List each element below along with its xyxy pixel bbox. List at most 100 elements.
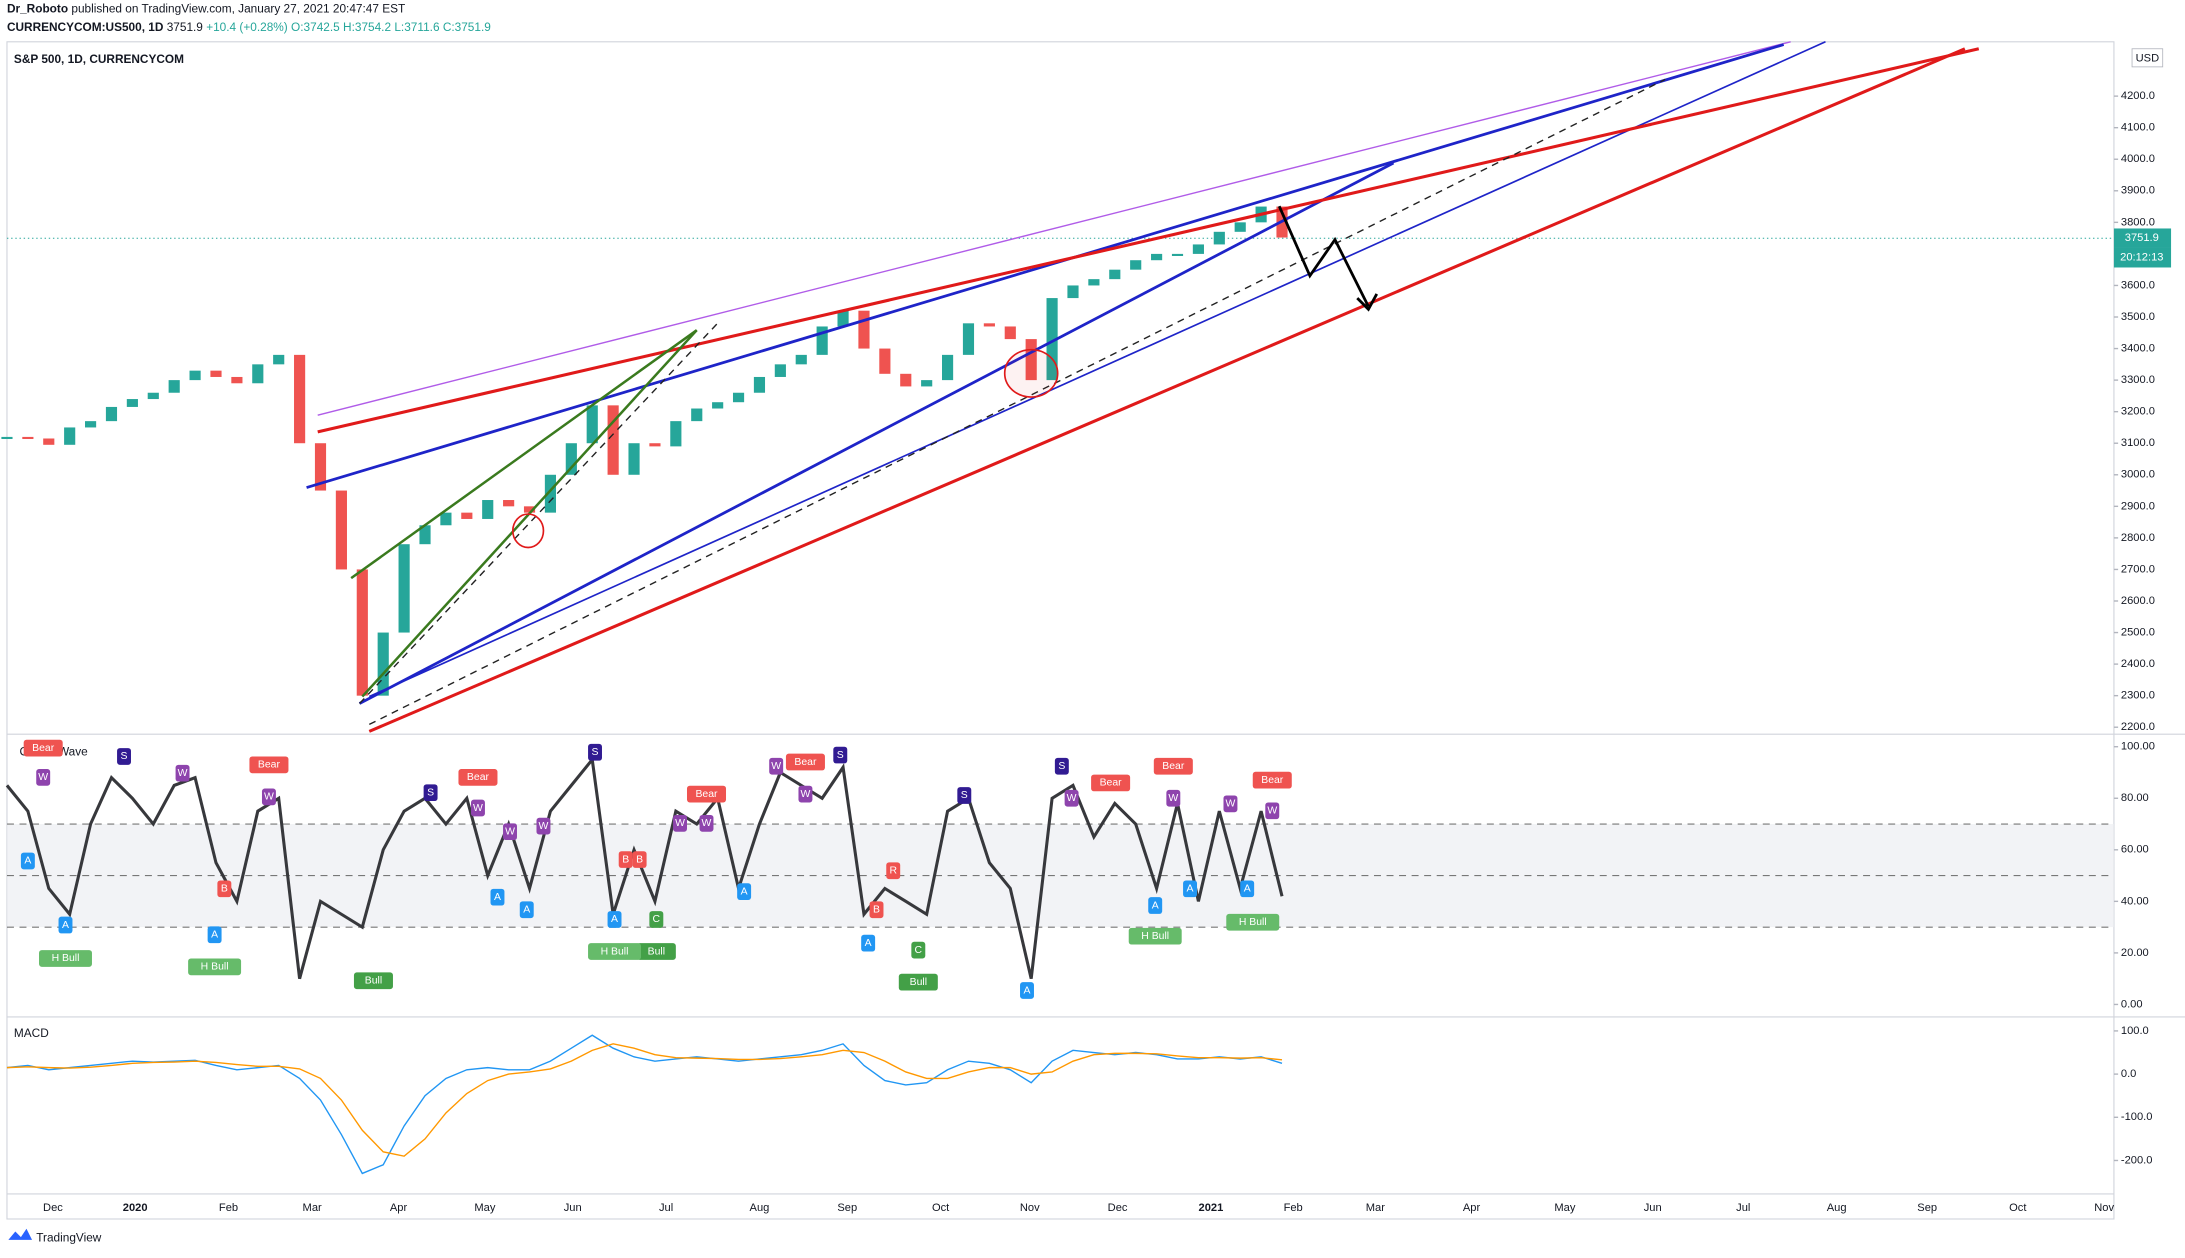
candle bbox=[189, 370, 201, 381]
candle bbox=[1234, 222, 1246, 232]
signal-label: A bbox=[1152, 900, 1159, 911]
candle bbox=[377, 632, 389, 696]
signal-badge bbox=[699, 814, 714, 832]
signal-label: W bbox=[702, 818, 712, 829]
candle bbox=[1192, 244, 1204, 254]
y-tick-label: 3800.0 bbox=[2121, 216, 2155, 228]
signal-badge bbox=[1240, 880, 1255, 898]
x-tick-label: Aug bbox=[1827, 1202, 1847, 1214]
y-tick-label: 4100.0 bbox=[2121, 122, 2155, 134]
x-tick-label: Jun bbox=[564, 1202, 582, 1214]
y-tick-label: 3600.0 bbox=[2121, 279, 2155, 291]
candle bbox=[774, 364, 786, 377]
candle bbox=[64, 427, 76, 445]
signal-badge bbox=[588, 743, 602, 761]
price-tag bbox=[2113, 228, 2172, 248]
x-tick-label: Jun bbox=[1644, 1202, 1662, 1214]
signal-badge bbox=[649, 911, 664, 928]
close: C:3751.9 bbox=[443, 20, 491, 34]
signal-badge bbox=[519, 901, 534, 919]
signal-label: C bbox=[915, 945, 923, 956]
macd-line bbox=[6, 1043, 1283, 1157]
signal-label: Bear bbox=[258, 760, 281, 771]
signal-badge bbox=[886, 862, 901, 880]
signal-label: Bear bbox=[467, 772, 490, 783]
y-tick-label: -200.0 bbox=[2121, 1154, 2153, 1166]
candle bbox=[628, 443, 640, 475]
signal-badge bbox=[1128, 927, 1182, 945]
arrow-head bbox=[1356, 293, 1378, 312]
signal-label: W bbox=[264, 792, 274, 803]
low: L:3711.6 bbox=[394, 20, 440, 34]
y-tick-label: 100.00 bbox=[2121, 741, 2155, 753]
pane-title: S&P 500, 1D, CURRENCYCOM bbox=[14, 52, 184, 66]
signal-badge bbox=[1054, 757, 1069, 775]
y-tick-label: 2600.0 bbox=[2121, 595, 2155, 607]
candle bbox=[440, 512, 452, 526]
candle bbox=[983, 323, 995, 327]
signal-label: W bbox=[1267, 806, 1277, 817]
signal-label: A bbox=[1187, 884, 1194, 895]
signal-badge bbox=[503, 823, 517, 841]
signal-badge bbox=[607, 911, 622, 928]
signal-label: A bbox=[24, 856, 31, 867]
trend-line bbox=[368, 47, 1966, 733]
signal-label: W bbox=[539, 821, 549, 832]
symbol: CURRENCYCOM:US500, 1D bbox=[7, 20, 164, 34]
logo bbox=[8, 1228, 33, 1240]
signal-badge bbox=[1148, 897, 1163, 914]
candle bbox=[962, 323, 975, 355]
signal-label: Bull bbox=[648, 946, 665, 957]
signal-label: H Bull bbox=[1141, 931, 1169, 942]
x-tick-label: 2020 bbox=[123, 1202, 148, 1214]
y-tick-label: 40.00 bbox=[2121, 895, 2149, 907]
candle bbox=[1213, 231, 1225, 245]
signal-label: B bbox=[873, 904, 880, 915]
candle bbox=[168, 380, 180, 393]
candle bbox=[837, 310, 849, 327]
signal-label: Bull bbox=[910, 977, 927, 988]
currency-box bbox=[2131, 48, 2164, 68]
signal-badge bbox=[898, 973, 938, 991]
candle bbox=[732, 392, 745, 403]
signal-badge bbox=[686, 785, 727, 803]
y-tick-label: 60.00 bbox=[2121, 844, 2149, 856]
signal-badge bbox=[618, 851, 633, 868]
signal-badge bbox=[1020, 982, 1034, 999]
signal-label: H Bull bbox=[1239, 917, 1267, 928]
y-tick-label: 3400.0 bbox=[2121, 343, 2155, 355]
signal-label: H Bull bbox=[52, 953, 80, 964]
countdown-tag bbox=[2113, 247, 2172, 268]
candle bbox=[1088, 279, 1100, 286]
signal-label: Bear bbox=[32, 743, 55, 754]
signal-label: W bbox=[178, 768, 188, 779]
candle bbox=[1109, 269, 1121, 280]
signal-label: S bbox=[961, 790, 968, 801]
signal-badge bbox=[1153, 757, 1193, 775]
signal-badge bbox=[1064, 789, 1079, 807]
candle bbox=[607, 405, 619, 475]
y-tick-label: -100.0 bbox=[2121, 1111, 2153, 1123]
y-tick-label: 2800.0 bbox=[2121, 532, 2155, 544]
signal-label: W bbox=[1168, 793, 1178, 804]
y-tick-label: 3300.0 bbox=[2121, 374, 2155, 386]
pane-borders bbox=[6, 41, 2185, 1220]
open: O:3742.5 bbox=[291, 20, 340, 34]
chart-frame bbox=[6, 41, 2115, 1220]
price-tag-label: 3751.9 bbox=[2125, 232, 2159, 244]
x-tick-label: Nov bbox=[1020, 1202, 1040, 1214]
candle bbox=[1067, 285, 1079, 299]
published: published on TradingView.com, January 27… bbox=[71, 2, 405, 16]
candle bbox=[900, 373, 912, 387]
x-tick-label: May bbox=[474, 1202, 495, 1214]
signal-label: W bbox=[801, 789, 811, 800]
x-tick-label: Sep bbox=[837, 1202, 857, 1214]
signal-badge bbox=[458, 769, 498, 786]
candle bbox=[565, 443, 577, 475]
signal-badge bbox=[36, 769, 51, 786]
x-tick-label: Feb bbox=[1284, 1202, 1303, 1214]
x-tick-label: Jul bbox=[1736, 1202, 1750, 1214]
candle bbox=[398, 544, 410, 633]
y-tick-label: 2700.0 bbox=[2121, 563, 2155, 575]
signal-badge bbox=[632, 851, 647, 868]
